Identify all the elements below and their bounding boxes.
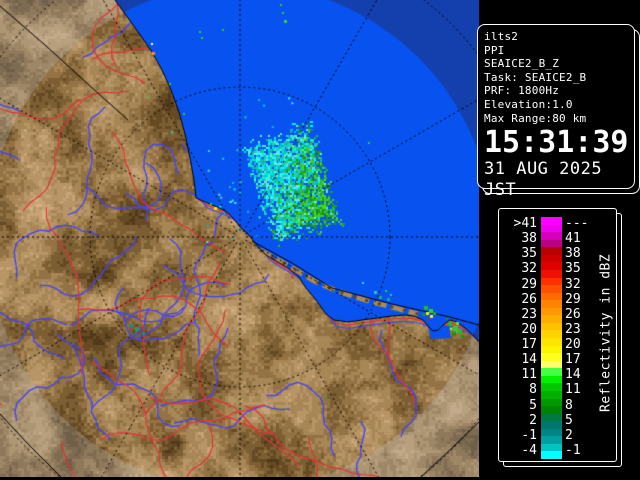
legend-threshold-left: 8 bbox=[529, 382, 537, 398]
legend-threshold-left: 2 bbox=[529, 412, 537, 428]
color-bar-segment bbox=[541, 368, 562, 376]
legend-threshold-left: 11 bbox=[521, 367, 537, 383]
color-bar-segment bbox=[541, 406, 562, 414]
color-bar-segment bbox=[541, 300, 562, 308]
color-bar-segment bbox=[541, 330, 562, 338]
legend-threshold-left: 20 bbox=[521, 321, 537, 337]
color-bar-segment bbox=[541, 390, 562, 399]
legend-threshold-right: 41 bbox=[565, 231, 581, 247]
legend-threshold-left: 5 bbox=[529, 397, 537, 413]
color-bar-segment bbox=[541, 254, 562, 263]
color-bar-segment bbox=[541, 262, 562, 270]
color-bar-segment bbox=[541, 338, 562, 346]
color-bar-segment bbox=[541, 451, 562, 459]
info-line: Task: SEAICE2_B bbox=[484, 70, 587, 84]
legend-threshold-right: 8 bbox=[565, 397, 573, 413]
info-line: Max Range:80 km bbox=[484, 111, 587, 125]
color-bar-segment bbox=[541, 360, 562, 369]
radar-clock-date: 31 AUG 2025 JST bbox=[484, 159, 603, 201]
legend-threshold-left: -4 bbox=[521, 442, 537, 458]
legend-threshold-left: 23 bbox=[521, 306, 537, 322]
color-bar-segment bbox=[541, 383, 562, 391]
color-bar-segment bbox=[541, 269, 562, 278]
legend-threshold-left: 35 bbox=[521, 246, 537, 262]
legend-title: Reflectivity in dBZ bbox=[598, 253, 614, 413]
legend-threshold-left: >41 bbox=[513, 216, 537, 231]
legend-threshold-left: 29 bbox=[521, 276, 537, 292]
info-line: SEAICE2_B_Z bbox=[484, 57, 560, 71]
color-bar-segment bbox=[541, 428, 562, 437]
legend-threshold-right: 20 bbox=[565, 337, 581, 352]
color-bar-segment bbox=[541, 413, 562, 422]
color-bar-segment bbox=[541, 398, 562, 407]
color-bar-segment bbox=[541, 247, 562, 255]
info-line: Elevation:1.0 bbox=[484, 97, 573, 111]
reflectivity-color-bar bbox=[541, 217, 562, 459]
color-bar-segment bbox=[541, 322, 562, 331]
color-bar-segment bbox=[541, 224, 562, 233]
color-bar-segment bbox=[541, 443, 562, 452]
color-bar-segment bbox=[541, 375, 562, 384]
info-line: PPI bbox=[484, 43, 505, 57]
legend-threshold-right: -1 bbox=[565, 442, 581, 458]
reflectivity-legend-panel: >41 --- 38 41 35 38 32 35 29 32 26 29 23 26 20 23 17 20 14… bbox=[498, 208, 617, 462]
legend-threshold-right: 17 bbox=[565, 352, 581, 368]
legend-threshold-left: 26 bbox=[521, 291, 537, 307]
legend-threshold-right: 35 bbox=[565, 261, 581, 277]
color-bar-segment bbox=[541, 277, 562, 286]
radar-info-lines: ilts2 PPI SEAICE2_B_Z Task: SEAICE2_B PRF: 1… bbox=[484, 30, 634, 125]
legend-threshold-right: 5 bbox=[565, 412, 573, 428]
color-bar-segment bbox=[541, 345, 562, 354]
radar-info-panel: ilts2 PPI SEAICE2_B_Z Task: SEAICE2_B PRF: 1… bbox=[477, 24, 635, 200]
legend-threshold-right: 11 bbox=[565, 382, 581, 398]
color-bar-segment bbox=[541, 307, 562, 316]
color-bar-segment bbox=[541, 292, 562, 301]
legend-threshold-right: 26 bbox=[565, 306, 581, 322]
info-line: ilts2 bbox=[484, 30, 519, 43]
legend-threshold-right: 2 bbox=[565, 427, 573, 443]
color-bar-segment bbox=[541, 232, 562, 240]
color-bar-segment bbox=[541, 239, 562, 248]
legend-threshold-right: 23 bbox=[565, 321, 581, 337]
legend-threshold-right: --- bbox=[565, 216, 589, 231]
color-bar-segment bbox=[541, 353, 562, 361]
info-line: PRF: 1800Hz bbox=[484, 84, 560, 98]
legend-threshold-left: 32 bbox=[521, 261, 537, 277]
legend-threshold-left: 14 bbox=[521, 352, 537, 368]
color-bar-segment bbox=[541, 315, 562, 323]
legend-threshold-left: -1 bbox=[521, 427, 537, 443]
legend-threshold-left: 38 bbox=[521, 231, 537, 247]
color-bar-segment bbox=[541, 436, 562, 444]
legend-threshold-left: 17 bbox=[521, 337, 537, 352]
radar-clock-time: 15:31:39 bbox=[484, 125, 629, 161]
color-bar-segment bbox=[541, 421, 562, 429]
legend-threshold-right: 14 bbox=[565, 367, 581, 383]
legend-threshold-right: 32 bbox=[565, 276, 581, 292]
color-bar-segment bbox=[541, 217, 562, 225]
legend-threshold-right: 38 bbox=[565, 246, 581, 262]
color-bar-segment bbox=[541, 285, 562, 293]
legend-threshold-right: 29 bbox=[565, 291, 581, 307]
radar-ppi-display bbox=[0, 0, 479, 477]
